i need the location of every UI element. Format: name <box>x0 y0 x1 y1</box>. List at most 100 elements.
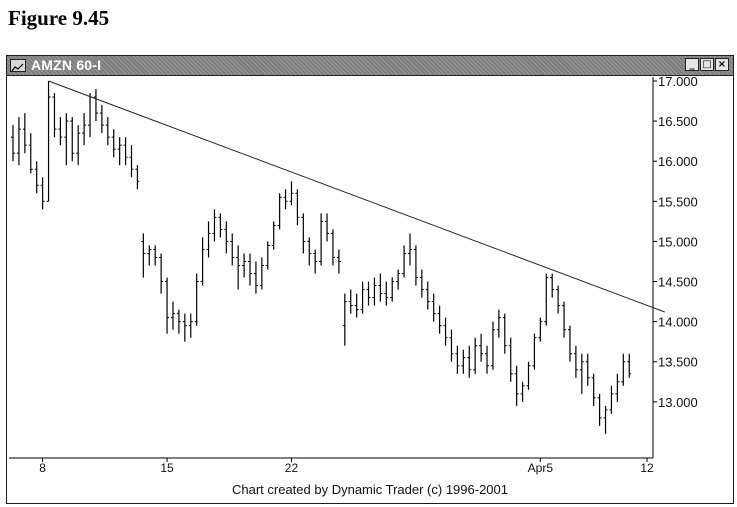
ohlc-bar <box>413 245 418 286</box>
ohlc-bar <box>573 345 578 378</box>
ohlc-bar <box>490 321 495 370</box>
ohlc-bar <box>165 277 170 334</box>
ohlc-bar <box>170 301 175 330</box>
ohlc-bar <box>550 273 555 298</box>
ohlc-bar <box>22 113 27 154</box>
ohlc-bar <box>58 117 63 146</box>
x-tick-label: 12 <box>640 461 654 475</box>
ohlc-bar <box>455 345 460 374</box>
ohlc-bar <box>325 213 330 242</box>
ohlc-bar <box>212 209 217 242</box>
ohlc-bar <box>479 333 484 362</box>
ohlc-bar <box>621 353 626 386</box>
window-titlebar[interactable]: AMZN 60-I _ □ × <box>7 56 733 76</box>
ohlc-bar <box>360 281 365 314</box>
price-chart: 13.000 13.500 14.000 14.500 15.000 15.500 16.0… <box>9 74 698 475</box>
y-axis: 13.000 13.500 14.000 14.500 15.000 15.500 16.0… <box>653 74 698 410</box>
ohlc-bar <box>431 293 436 322</box>
ohlc-bar <box>111 129 116 158</box>
ohlc-bar <box>236 245 241 290</box>
plot-frame <box>9 77 654 459</box>
ohlc-bar <box>467 345 472 378</box>
ohlc-bar <box>419 269 424 298</box>
ohlc-bar <box>461 349 466 374</box>
ohlc-bar <box>372 277 377 306</box>
y-tick-label: 15.500 <box>658 194 698 209</box>
ohlc-bar <box>319 213 324 266</box>
y-tick-label: 14.000 <box>658 315 698 330</box>
ohlc-bar <box>141 233 146 278</box>
ohlc-bar <box>153 245 158 266</box>
ohlc-bar <box>330 229 335 266</box>
maximize-button[interactable]: □ <box>700 58 714 71</box>
window-title: AMZN 60-I <box>31 57 102 73</box>
ohlc-bar <box>271 221 276 250</box>
ohlc-bar <box>396 269 401 290</box>
x-tick-label: 8 <box>39 461 46 475</box>
ohlc-bar <box>16 117 21 166</box>
ohlc-bar <box>591 373 596 406</box>
ohlc-bar <box>206 221 211 258</box>
ohlc-bar <box>579 353 584 394</box>
ohlc-bar <box>473 337 478 374</box>
ohlc-bar <box>105 117 110 146</box>
trendline-layer <box>48 80 665 313</box>
ohlc-bar <box>567 325 572 362</box>
y-tick-label: 17.000 <box>658 74 698 89</box>
ohlc-bar <box>425 281 430 310</box>
chart-window: AMZN 60-I _ □ × 13.000 13.500 14.000 14.500… <box>6 55 734 504</box>
ohlc-bar <box>52 93 57 138</box>
y-tick-label: 13.000 <box>658 395 698 410</box>
minimize-button[interactable]: _ <box>685 58 699 71</box>
ohlc-bar <box>514 365 519 406</box>
ohlc-bar <box>93 89 98 122</box>
y-tick-label: 13.500 <box>658 355 698 370</box>
ohlc-bar <box>182 313 187 342</box>
ohlc-bar <box>508 337 513 382</box>
ohlc-bar <box>526 361 531 390</box>
ohlc-bar <box>307 237 312 266</box>
ohlc-bar <box>230 233 235 266</box>
ohlc-bar <box>449 329 454 362</box>
ohlc-bar <box>259 257 264 290</box>
ohlc-bar <box>289 181 294 206</box>
ohlc-bar <box>64 113 69 166</box>
price-bars <box>11 81 632 434</box>
ohlc-bar <box>443 317 448 346</box>
ohlc-bar <box>248 253 253 286</box>
ohlc-bar <box>11 125 15 162</box>
chart-credit: Chart created by Dynamic Trader (c) 1996… <box>231 482 508 497</box>
ohlc-bar <box>224 221 229 254</box>
ohlc-bar <box>159 253 164 294</box>
ohlc-bar <box>70 117 75 162</box>
ohlc-bar <box>301 213 306 254</box>
ohlc-bar <box>585 353 590 386</box>
ohlc-bar <box>402 245 407 278</box>
x-tick-label: 15 <box>160 461 174 475</box>
ohlc-bar <box>123 137 128 166</box>
ohlc-bar <box>538 317 543 342</box>
ohlc-bar <box>82 113 87 146</box>
ohlc-bar <box>627 353 632 378</box>
ohlc-bar <box>40 177 45 210</box>
y-tick-label: 14.500 <box>658 275 698 290</box>
ohlc-bar <box>609 385 614 414</box>
ohlc-bar <box>556 285 561 314</box>
ohlc-bar <box>129 145 134 178</box>
ohlc-bar <box>437 305 442 334</box>
ohlc-bar <box>562 301 567 338</box>
ohlc-bar <box>283 189 288 210</box>
chart-app-icon <box>10 59 26 72</box>
ohlc-bar <box>336 249 341 274</box>
ohlc-bar <box>135 165 140 190</box>
ohlc-bar <box>200 237 205 286</box>
close-button[interactable]: × <box>715 58 729 71</box>
x-tick-label: 22 <box>285 461 299 475</box>
ohlc-bar <box>496 309 501 338</box>
ohlc-bar <box>265 241 270 270</box>
ohlc-bar <box>28 133 33 174</box>
ohlc-bar <box>348 289 353 314</box>
ohlc-bar <box>502 313 507 354</box>
ohlc-bar <box>313 249 318 274</box>
ohlc-bar <box>188 313 193 338</box>
